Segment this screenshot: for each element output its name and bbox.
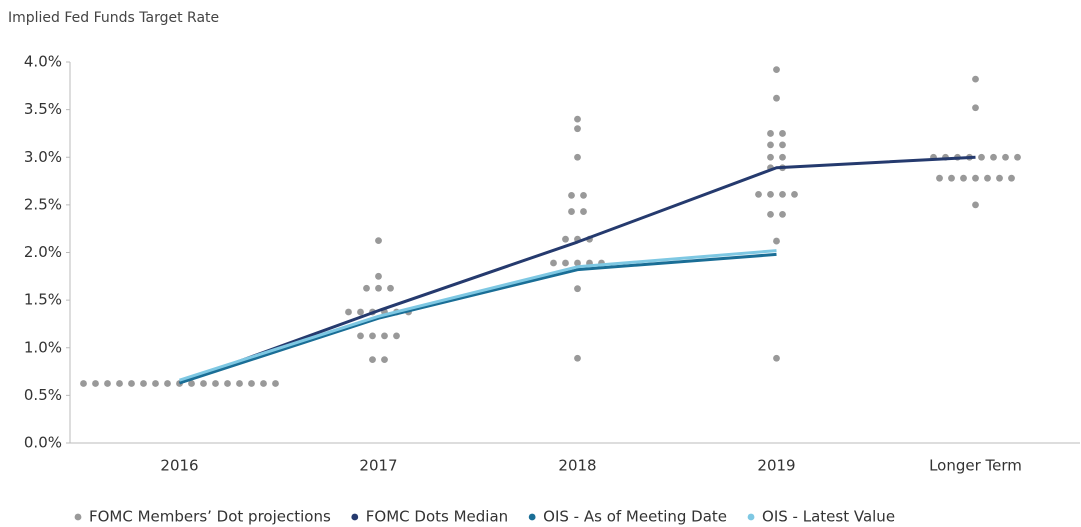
dot [568,208,575,215]
y-tick-label: 1.0% [24,338,62,356]
dot [357,332,364,340]
y-tick-label: 3.5% [24,100,62,118]
y-tick-label: 3.0% [24,148,62,166]
dot [128,380,135,387]
dot [375,272,382,280]
line [178,155,976,385]
dot [260,380,267,387]
dot [357,308,364,316]
dot [568,191,575,199]
y-tick-label: 2.0% [24,243,62,261]
dot [248,380,255,387]
dot [773,354,780,362]
dot [562,235,569,243]
dot [767,141,774,149]
dot [381,356,388,364]
dot [972,104,979,112]
legend-label: FOMC Members’ Dot projections [89,508,331,526]
dot [990,153,997,161]
dot [92,380,99,387]
y-tick-label: 2.5% [24,195,62,213]
dot [272,380,279,387]
dot [767,130,774,137]
dot [972,174,979,182]
dot [562,259,569,267]
dot [574,125,581,133]
dot [363,284,370,292]
dot [978,153,985,161]
dot [791,190,798,198]
dot [236,380,243,387]
dot [574,354,581,362]
line [179,249,777,382]
dot [580,208,587,215]
dot [574,115,581,123]
dot [200,380,207,387]
dot [580,191,587,199]
dot [574,285,581,293]
dot [948,174,955,182]
dot [212,380,219,387]
dot [996,174,1003,182]
dot [369,356,376,364]
dot [773,66,780,74]
x-tick-label: 2017 [359,457,397,475]
dot [936,174,943,182]
dot [779,153,786,161]
dot [188,380,195,387]
legend-label: FOMC Dots Median [366,508,508,526]
dot [779,211,786,218]
legend-marker [747,513,755,521]
y-tick-label: 4.0% [24,53,62,71]
legend-label: OIS - As of Meeting Date [543,508,727,526]
x-tick-label: Longer Term [929,457,1022,475]
y-tick-label: 0.0% [24,434,62,452]
dot [164,380,171,387]
dot [393,332,400,340]
dot [345,308,352,316]
dot [755,190,762,198]
dot [779,190,786,198]
dot [960,174,967,182]
dot [779,141,786,149]
dot [80,380,87,387]
dot [767,211,774,218]
line [179,252,777,385]
x-tick-label: 2018 [558,457,596,475]
dot [224,380,231,387]
dot [773,94,780,102]
dot [767,190,774,198]
dot [140,380,147,387]
dot [574,153,581,161]
legend-label: OIS - Latest Value [762,508,895,526]
dot [767,153,774,161]
dot [1008,174,1015,182]
dot [369,332,376,340]
legend-marker [351,513,359,521]
dot [152,380,159,387]
dot [984,174,991,182]
dot [104,380,111,387]
dot [972,201,979,209]
dot [375,237,382,244]
dot [116,380,123,387]
dot [550,259,557,267]
legend-marker [74,513,82,521]
legend-marker [528,513,536,521]
x-tick-label: 2019 [757,457,795,475]
y-tick-label: 1.5% [24,291,62,309]
dot [773,237,780,245]
dot [375,284,382,292]
dot [387,284,394,292]
x-tick-label: 2016 [160,457,198,475]
dot [1014,153,1021,161]
chart-title: Implied Fed Funds Target Rate [8,10,219,26]
dot [1002,153,1009,161]
dot [972,75,979,83]
y-tick-label: 0.5% [24,386,62,404]
dot [381,332,388,340]
dot [574,259,581,267]
dot [779,130,786,137]
